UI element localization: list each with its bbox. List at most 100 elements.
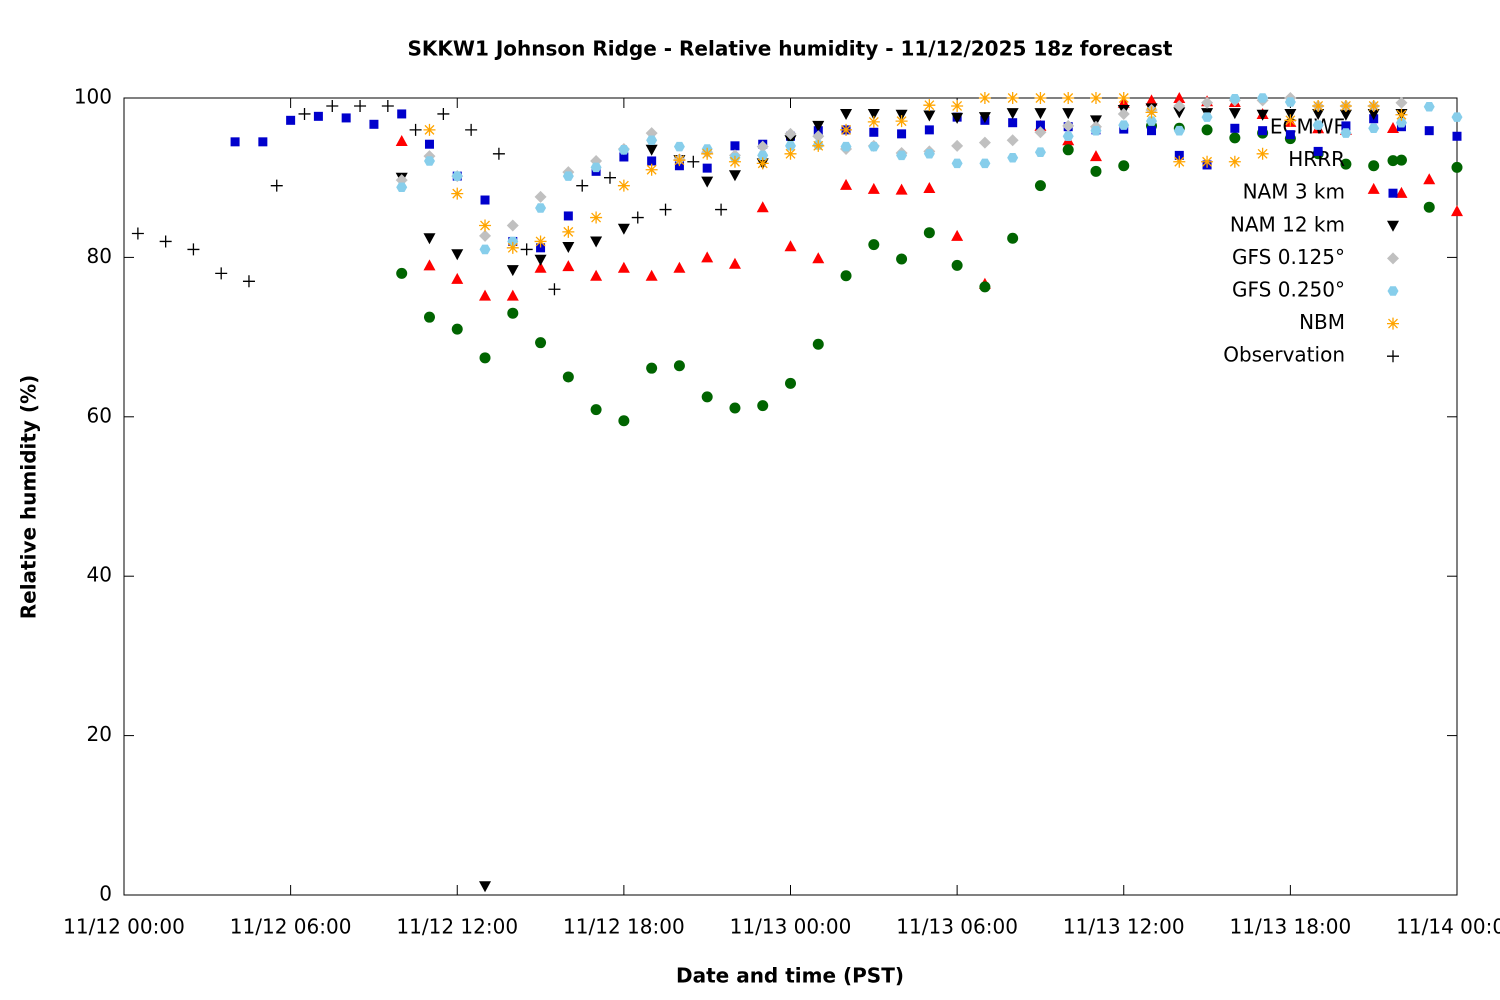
data-point (673, 154, 686, 167)
data-point (230, 137, 240, 147)
data-point (562, 260, 575, 272)
legend-label: GFS 0.250° (1232, 278, 1345, 302)
data-point (286, 115, 296, 125)
legend-marker (1387, 286, 1399, 296)
data-point (923, 182, 936, 194)
data-point (1117, 92, 1130, 104)
data-point (923, 227, 935, 239)
data-point (923, 149, 935, 159)
data-point (895, 183, 908, 195)
data-point (1367, 108, 1380, 120)
data-point (1451, 205, 1463, 217)
data-point (506, 219, 519, 232)
data-point (840, 178, 853, 190)
data-point (1230, 123, 1240, 133)
data-point (423, 259, 436, 271)
data-point (1008, 118, 1018, 128)
data-point (757, 400, 769, 412)
data-point (562, 242, 575, 254)
data-point (631, 211, 644, 224)
data-point (645, 163, 658, 176)
data-point (396, 267, 408, 279)
data-point (1228, 108, 1241, 120)
data-point (1367, 182, 1380, 194)
data-point (923, 99, 936, 112)
x-tick-label: 11/13 06:00 (896, 915, 1018, 939)
data-point (1007, 153, 1019, 163)
data-point (840, 108, 853, 120)
data-point (785, 377, 796, 389)
data-point (1340, 128, 1352, 138)
data-point (1145, 106, 1158, 119)
data-point (1089, 92, 1102, 104)
data-point (730, 141, 740, 151)
data-point (451, 187, 464, 200)
data-point (258, 137, 268, 147)
data-point (535, 337, 547, 349)
data-point (1395, 108, 1408, 121)
data-point (479, 881, 492, 893)
data-point (617, 223, 630, 235)
data-point (617, 261, 630, 273)
legend-marker (1387, 317, 1399, 330)
data-point (1090, 165, 1102, 177)
data-point (729, 402, 741, 414)
data-point (840, 270, 852, 282)
data-point (951, 112, 964, 124)
data-point (673, 261, 686, 273)
data-point (924, 125, 934, 135)
data-point (576, 179, 589, 192)
data-point (270, 179, 283, 192)
data-point (1090, 125, 1102, 136)
data-point (1034, 108, 1047, 120)
data-point (590, 211, 603, 224)
data-point (492, 147, 505, 160)
data-point (867, 115, 880, 128)
x-tick-label: 11/12 18:00 (563, 915, 685, 939)
legend-label: ECMWF (1270, 115, 1345, 139)
data-point (1284, 114, 1297, 127)
data-point (1034, 147, 1046, 157)
data-point (1368, 160, 1380, 172)
data-point (785, 141, 796, 151)
data-point (1173, 125, 1185, 136)
data-point (1034, 180, 1046, 192)
legend-label: Observation (1223, 343, 1345, 367)
data-point (868, 239, 880, 251)
data-point (341, 113, 351, 123)
x-tick-label: 11/12 06:00 (230, 915, 352, 939)
data-point (1062, 92, 1075, 104)
data-point (1145, 94, 1158, 106)
data-point (535, 203, 547, 213)
y-tick-label: 20 (87, 722, 112, 746)
data-point (562, 171, 574, 181)
data-point (728, 257, 741, 269)
data-point (548, 283, 561, 296)
data-point (1368, 123, 1380, 134)
data-point (757, 150, 769, 161)
x-tick-label: 11/13 18:00 (1230, 915, 1352, 939)
data-point (1340, 158, 1352, 170)
data-point (1228, 155, 1241, 168)
y-tick-label: 0 (99, 882, 112, 906)
data-point (784, 147, 797, 160)
data-point (1395, 154, 1407, 166)
data-point (951, 139, 964, 152)
y-tick-label: 40 (87, 563, 112, 587)
data-point (1201, 96, 1214, 109)
data-point (1062, 131, 1074, 142)
data-point (451, 323, 463, 335)
data-point (1312, 99, 1325, 112)
data-point (1257, 93, 1269, 103)
data-point (326, 99, 339, 112)
data-point (1062, 108, 1075, 120)
data-point (187, 243, 200, 256)
data-point (590, 269, 603, 281)
data-point (1395, 117, 1407, 128)
data-point (645, 144, 658, 156)
data-point (1035, 120, 1045, 130)
data-point (1229, 132, 1241, 144)
data-point (369, 119, 379, 129)
x-tick-label: 11/12 00:00 (63, 915, 185, 939)
data-point (951, 99, 964, 112)
